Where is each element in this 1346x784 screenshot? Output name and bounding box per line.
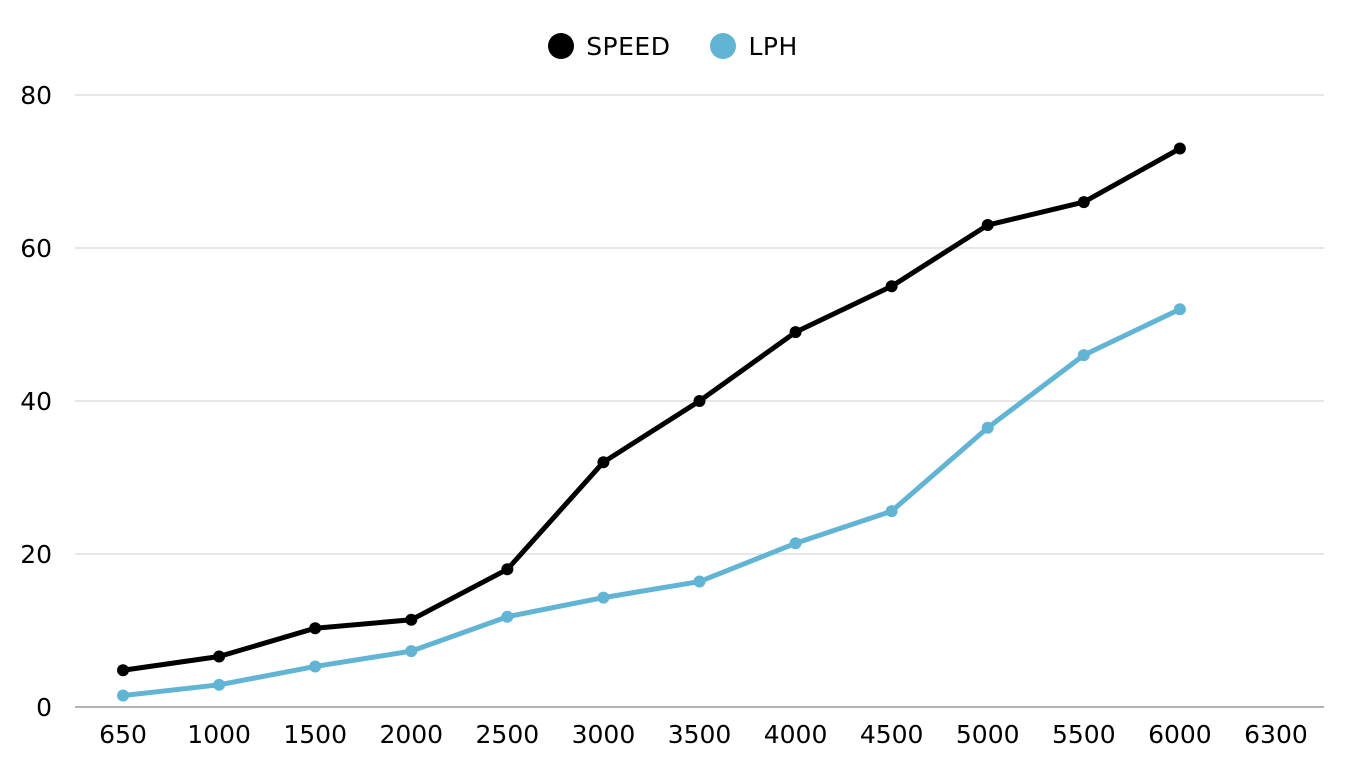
legend-swatch-speed (548, 33, 575, 59)
data-point-lph (501, 610, 514, 623)
legend-label-lph: LPH (748, 31, 798, 61)
data-point-lph (117, 689, 130, 702)
data-point-speed (597, 456, 610, 469)
y-tick-label: 60 (20, 234, 52, 263)
legend-swatch-lph (710, 33, 737, 59)
data-point-lph (405, 645, 418, 658)
x-tick-label: 6300 (1244, 720, 1308, 749)
x-tick-label: 2500 (476, 720, 540, 749)
x-axis-ticks: 650 1000 1500 2000 2500 3000 3500 4000 4500 5000 5… (99, 720, 1308, 749)
legend-item-speed: SPEED (548, 32, 670, 61)
data-point-lph (213, 678, 226, 691)
data-point-speed (309, 622, 322, 635)
y-tick-label: 20 (20, 540, 52, 569)
y-tick-label: 40 (20, 387, 52, 416)
gridlines (75, 94, 1324, 708)
legend-item-lph: LPH (710, 32, 797, 61)
data-point-speed (501, 563, 514, 576)
x-tick-label: 5000 (956, 720, 1020, 749)
data-point-speed (1173, 142, 1186, 155)
data-point-lph (693, 575, 706, 588)
data-point-lph (1173, 303, 1186, 316)
data-point-lph (309, 660, 322, 673)
data-point-lph (885, 505, 898, 518)
y-axis-ticks: 0 20 40 60 80 (20, 81, 52, 722)
series-layer (117, 142, 1186, 702)
x-tick-label: 6000 (1148, 720, 1212, 749)
data-point-speed (213, 650, 226, 663)
x-tick-label: 4000 (764, 720, 828, 749)
series-lph (117, 303, 1186, 702)
series-line-lph (120, 306, 1183, 699)
y-tick-label: 0 (36, 693, 52, 722)
data-point-speed (885, 280, 898, 293)
chart-legend: SPEED LPH (0, 26, 1346, 66)
data-point-lph (597, 591, 610, 604)
y-tick-label: 80 (20, 81, 52, 110)
x-tick-label: 5500 (1052, 720, 1116, 749)
data-point-lph (789, 537, 802, 550)
data-point-lph (1077, 349, 1090, 362)
data-point-speed (117, 664, 130, 677)
x-tick-label: 650 (99, 720, 147, 749)
x-tick-label: 1000 (187, 720, 251, 749)
x-tick-label: 1500 (283, 720, 347, 749)
data-point-speed (789, 326, 802, 339)
x-tick-label: 3500 (668, 720, 732, 749)
legend-label-speed: SPEED (586, 31, 671, 61)
data-point-speed (981, 219, 994, 232)
data-point-speed (1077, 196, 1090, 209)
x-tick-label: 2000 (379, 720, 443, 749)
series-line-speed (120, 146, 1183, 673)
data-point-speed (405, 613, 418, 626)
x-tick-label: 4500 (860, 720, 924, 749)
series-speed (117, 142, 1186, 677)
x-tick-label: 3000 (572, 720, 636, 749)
data-point-speed (693, 395, 706, 407)
data-point-lph (981, 421, 994, 434)
